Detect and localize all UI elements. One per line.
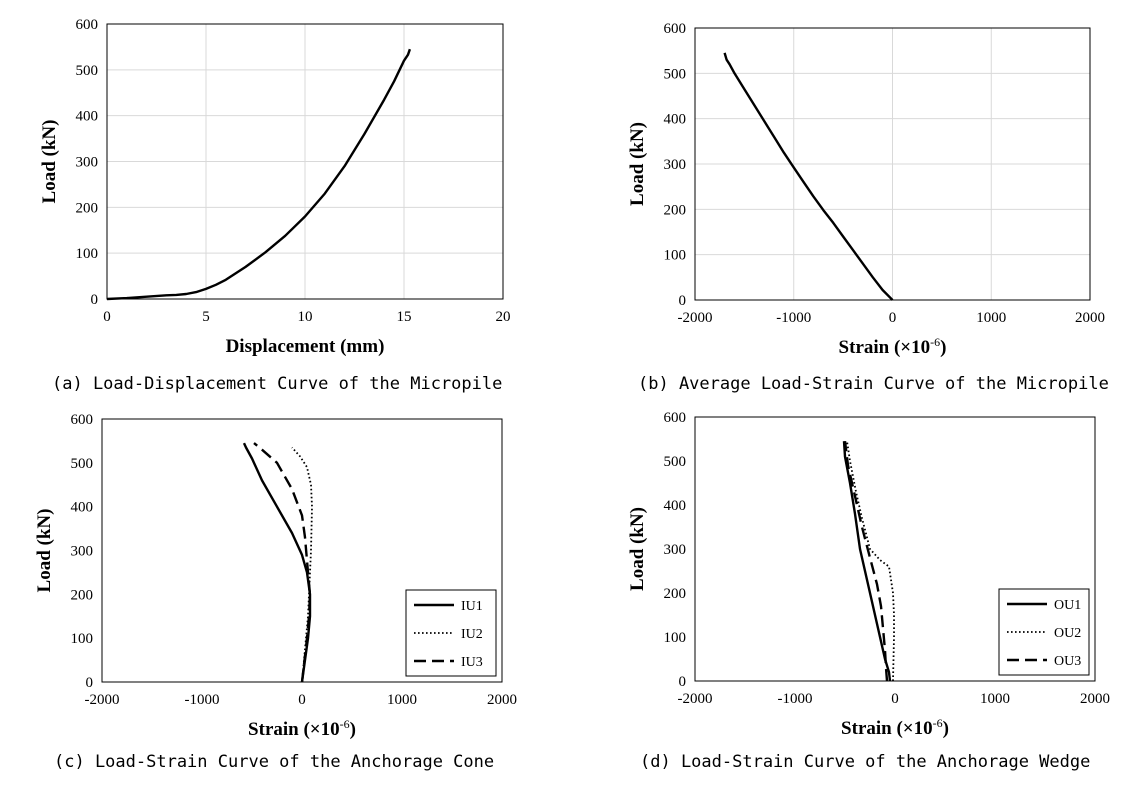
x-axis-title: Displacement (mm) — [226, 336, 385, 357]
plot-area — [694, 416, 1096, 682]
legend-label: IU1 — [461, 599, 483, 614]
y-tick-label: 100 — [664, 248, 687, 264]
x-tick-label: -1000 — [778, 691, 813, 707]
x-tick-label: -1000 — [185, 692, 220, 708]
legend-label: OU3 — [1054, 654, 1081, 669]
y-tick-label: 500 — [664, 454, 687, 470]
legend-label: IU3 — [461, 655, 483, 670]
y-axis-title: Load (kN) — [627, 122, 648, 206]
series-line-iu3 — [253, 442, 312, 683]
series-line-0 — [106, 48, 412, 301]
x-tick-label: 5 — [202, 309, 210, 325]
caption-c: (c) Load-Strain Curve of the Anchorage C… — [54, 752, 495, 772]
series-line-iu2 — [291, 446, 313, 683]
series-line-iu1 — [242, 442, 312, 683]
y-tick-label: 600 — [76, 17, 99, 33]
caption-b: (b) Average Load-Strain Curve of the Mic… — [638, 374, 1109, 394]
y-tick-label: 300 — [664, 157, 687, 173]
y-tick-label: 200 — [664, 202, 687, 218]
x-tick-label: 10 — [298, 309, 313, 325]
legend-label: IU2 — [461, 627, 483, 642]
y-tick-label: 200 — [76, 200, 99, 216]
series-line-ou2 — [846, 441, 895, 682]
y-tick-label: 300 — [664, 542, 687, 558]
caption-a: (a) Load-Displacement Curve of the Micro… — [52, 374, 503, 394]
y-tick-label: 400 — [664, 112, 687, 128]
x-tick-label: 0 — [891, 691, 899, 707]
y-tick-label: 0 — [91, 292, 99, 308]
x-tick-label: -2000 — [85, 692, 120, 708]
x-tick-label: -2000 — [678, 310, 713, 326]
y-axis-title: Load (kN) — [34, 509, 55, 593]
y-tick-label: 0 — [679, 293, 687, 309]
x-tick-label: 0 — [103, 309, 111, 325]
x-tick-label: 2000 — [487, 692, 517, 708]
y-tick-label: 200 — [71, 587, 94, 603]
anchorage-cone-chart: -2000 -1000 0 1000 2000 0 100 200 300 400 500 600 St… — [34, 412, 517, 740]
y-tick-label: 0 — [86, 675, 94, 691]
y-axis-title: Load (kN) — [39, 120, 60, 204]
y-tick-label: 500 — [71, 456, 94, 472]
x-tick-label: -2000 — [678, 691, 713, 707]
y-tick-label: 400 — [76, 109, 99, 125]
y-tick-label: 400 — [71, 500, 94, 516]
x-tick-label: 0 — [889, 310, 897, 326]
x-axis-title: Strain (×10-6) — [248, 717, 356, 740]
y-tick-label: 500 — [664, 66, 687, 82]
y-tick-label: 100 — [71, 631, 94, 647]
y-tick-label: 100 — [76, 246, 99, 262]
plot-area — [106, 23, 504, 300]
x-tick-label: 0 — [298, 692, 306, 708]
x-tick-label: 1000 — [980, 691, 1010, 707]
x-tick-label: 15 — [397, 309, 412, 325]
x-axis-title: Strain (×10-6) — [839, 335, 947, 358]
caption-d: (d) Load-Strain Curve of the Anchorage W… — [640, 752, 1091, 772]
y-tick-label: 600 — [664, 410, 687, 426]
x-tick-label: 2000 — [1075, 310, 1105, 326]
x-tick-label: 1000 — [976, 310, 1006, 326]
x-axis-title: Strain (×10-6) — [841, 716, 949, 739]
legend-label: OU1 — [1054, 598, 1081, 613]
x-tick-label: 20 — [496, 309, 511, 325]
average-load-strain-chart: -2000 -1000 0 1000 2000 0 100 200 300 400 500 600 St… — [627, 21, 1105, 358]
series-line-0 — [723, 52, 894, 301]
load-displacement-chart: 0 5 10 15 200100200300400500600Displacement … — [39, 17, 511, 357]
y-tick-label: 100 — [664, 630, 687, 646]
x-tick-label: -1000 — [776, 310, 811, 326]
legend-label: OU2 — [1054, 626, 1081, 641]
y-tick-label: 600 — [664, 21, 687, 37]
y-tick-label: 300 — [71, 544, 94, 560]
y-tick-label: 300 — [76, 155, 99, 171]
y-tick-label: 600 — [71, 412, 94, 428]
y-tick-label: 500 — [76, 63, 99, 79]
anchorage-wedge-chart: -2000 -1000 0 1000 2000 0 100 200 300 400 500 600 St… — [627, 410, 1110, 739]
y-axis-title: Load (kN) — [627, 507, 648, 591]
x-tick-label: 2000 — [1080, 691, 1110, 707]
y-tick-label: 200 — [664, 586, 687, 602]
y-tick-label: 400 — [664, 498, 687, 514]
x-tick-label: 1000 — [387, 692, 417, 708]
y-tick-label: 0 — [679, 674, 687, 690]
series-line-ou3 — [843, 441, 889, 682]
